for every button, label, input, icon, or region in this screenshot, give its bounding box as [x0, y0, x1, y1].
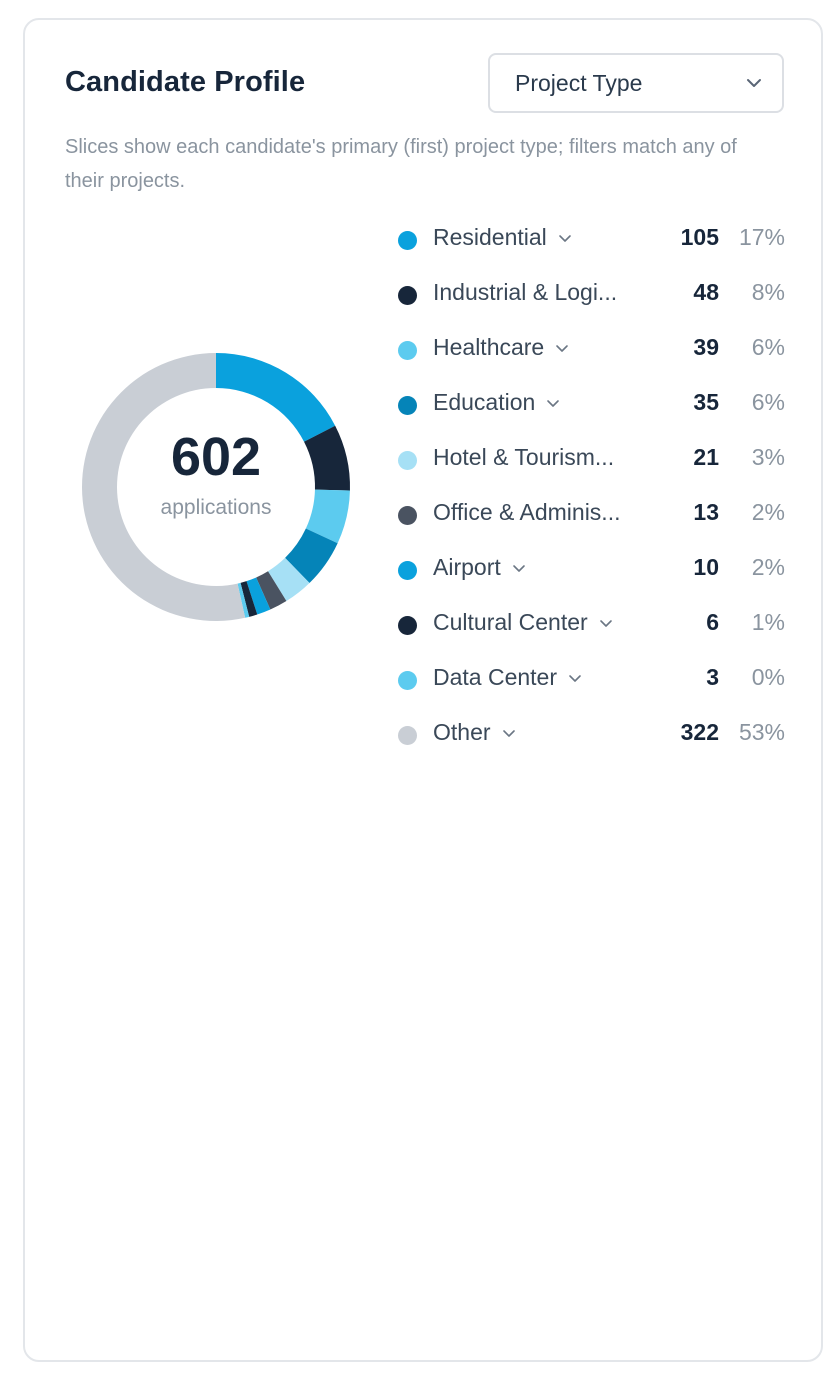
legend-percent: 2% [751, 554, 785, 580]
chevron-down-icon[interactable] [545, 395, 561, 411]
legend-count: 6 [706, 609, 719, 635]
legend-item-office-administration[interactable]: Office & Adminis... 13 2% [395, 487, 787, 542]
legend-label-group: Industrial & Logi... [433, 279, 617, 306]
legend-percent: 6% [751, 389, 785, 415]
chart-legend: Residential 105 17% Industrial & Logi... 48 8… [395, 212, 787, 762]
legend-count: 10 [693, 554, 719, 580]
donut-slice-education[interactable] [285, 528, 338, 583]
card-subtitle: Slices show each candidate's primary (fi… [65, 136, 737, 192]
legend-count: 21 [693, 444, 719, 470]
legend-color-dot [398, 451, 417, 470]
legend-label: Cultural Center [433, 609, 588, 635]
chevron-down-icon[interactable] [567, 670, 583, 686]
donut-caption: applications [160, 496, 272, 519]
chevron-down-icon[interactable] [554, 340, 570, 356]
project-type-dropdown[interactable]: Project Type [488, 53, 784, 113]
donut-slice-healthcare[interactable] [305, 489, 350, 544]
legend-item-education[interactable]: Education 35 6% [395, 377, 787, 432]
donut-total: 602 [170, 427, 262, 487]
legend-count: 3 [706, 664, 719, 690]
legend-count: 39 [693, 334, 719, 360]
legend-label: Healthcare [433, 334, 545, 360]
donut-slice-airport[interactable] [246, 577, 271, 615]
legend-color-dot [398, 396, 417, 415]
donut-slice-residential[interactable] [216, 353, 336, 442]
legend-color-dot [398, 286, 417, 305]
donut-slice-data-center[interactable] [237, 582, 250, 618]
legend-item-data-center[interactable]: Data Center 3 0% [395, 652, 787, 707]
legend-count: 13 [693, 499, 719, 525]
legend-color-dot [398, 506, 417, 525]
chevron-down-icon[interactable] [511, 560, 527, 576]
legend-label: Other [433, 719, 491, 745]
legend-label-group: Office & Adminis... [433, 499, 620, 526]
legend-count: 35 [693, 389, 719, 415]
donut-slice-hotel-tourism[interactable] [268, 557, 310, 602]
chevron-down-icon[interactable] [501, 725, 517, 741]
legend-label-group: Data Center [433, 664, 583, 691]
legend-item-other[interactable]: Other 322 53% [395, 707, 787, 762]
donut-slice-office-administration[interactable] [256, 571, 287, 610]
legend-color-dot [398, 561, 417, 580]
legend-color-dot [398, 671, 417, 690]
legend-percent: 0% [751, 664, 785, 690]
donut-slice-cultural-center[interactable] [240, 581, 258, 617]
legend-label-group: Education [433, 389, 561, 416]
legend-label: Office & Adminis... [433, 499, 621, 525]
legend-label-group: Hotel & Tourism... [433, 444, 614, 471]
legend-label-group: Other [433, 719, 517, 746]
legend-label-group: Airport [433, 554, 527, 581]
legend-label-group: Cultural Center [433, 609, 614, 636]
legend-item-industrial-logistics[interactable]: Industrial & Logi... 48 8% [395, 267, 787, 322]
legend-percent: 53% [738, 719, 785, 745]
donut-chart: 602 applications [81, 352, 351, 622]
card-title: Candidate Profile [65, 66, 306, 98]
donut-slice-other[interactable] [81, 353, 246, 621]
legend-label: Data Center [433, 664, 558, 690]
chevron-down-icon[interactable] [598, 615, 614, 631]
legend-label-group: Residential [433, 224, 573, 251]
legend-item-healthcare[interactable]: Healthcare 39 6% [395, 322, 787, 377]
legend-label: Hotel & Tourism... [433, 444, 615, 470]
legend-percent: 3% [751, 444, 785, 470]
legend-item-residential[interactable]: Residential 105 17% [395, 212, 787, 267]
legend-color-dot [398, 231, 417, 250]
legend-label: Education [433, 389, 536, 415]
dropdown-selected-value: Project Type [515, 70, 643, 96]
donut-slice-industrial-logistics[interactable] [304, 425, 350, 491]
legend-percent: 6% [751, 334, 785, 360]
legend-label: Industrial & Logi... [433, 279, 618, 305]
legend-percent: 8% [751, 279, 785, 305]
legend-label: Airport [433, 554, 501, 580]
legend-item-hotel-tourism[interactable]: Hotel & Tourism... 21 3% [395, 432, 787, 487]
chevron-down-icon [747, 79, 761, 87]
legend-color-dot [398, 726, 417, 745]
legend-count: 322 [680, 719, 719, 745]
legend-color-dot [398, 341, 417, 360]
legend-label: Residential [433, 224, 547, 250]
candidate-profile-card: Candidate Profile Project Type Slices sh… [23, 18, 823, 1362]
chevron-down-icon[interactable] [557, 230, 573, 246]
legend-item-cultural-center[interactable]: Cultural Center 6 1% [395, 597, 787, 652]
legend-percent: 2% [751, 499, 785, 525]
legend-label-group: Healthcare [433, 334, 570, 361]
legend-color-dot [398, 616, 417, 635]
legend-count: 48 [693, 279, 719, 305]
legend-percent: 17% [738, 224, 785, 250]
legend-item-airport[interactable]: Airport 10 2% [395, 542, 787, 597]
donut-svg [81, 353, 350, 621]
legend-count: 105 [680, 224, 719, 250]
legend-percent: 1% [751, 609, 785, 635]
